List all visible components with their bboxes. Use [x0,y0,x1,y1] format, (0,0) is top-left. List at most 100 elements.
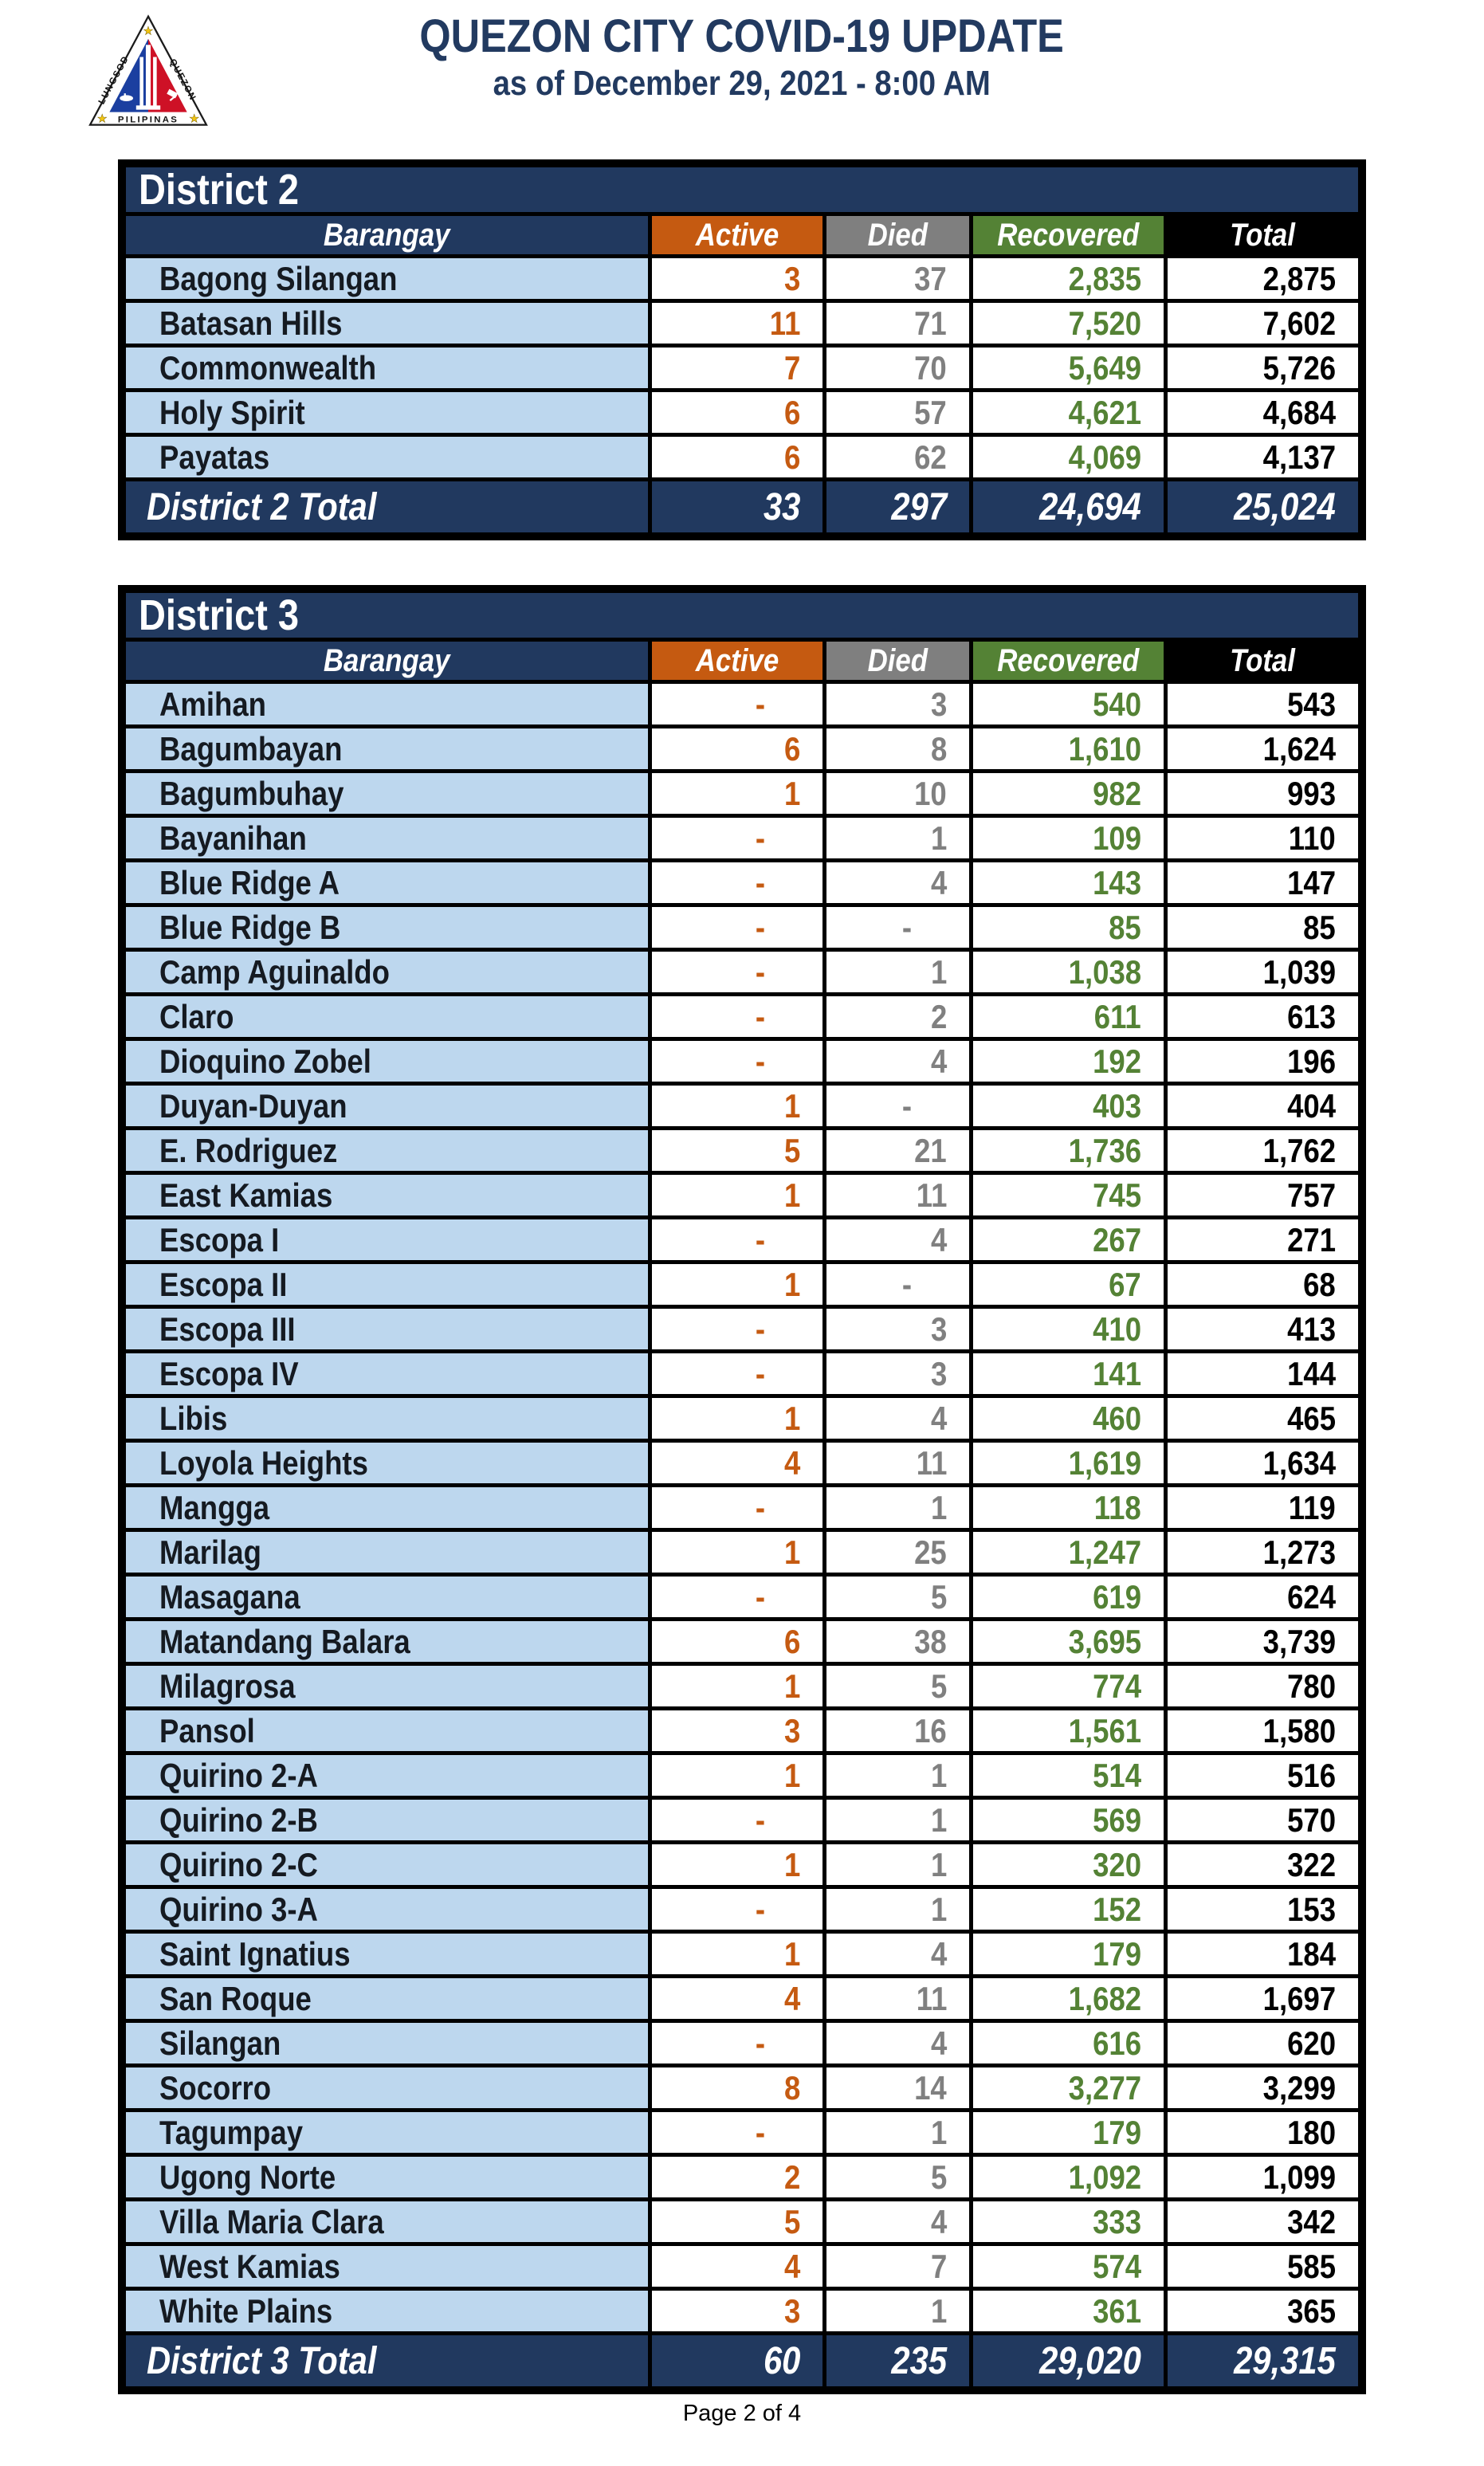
active-value-cell: 6 [652,1621,822,1662]
recovered-value-cell: 109 [973,818,1164,858]
active-value-cell: 7 [652,348,822,388]
total-value-cell: 196 [1168,1041,1358,1082]
total-value-cell: 147 [1168,862,1358,903]
died-value-cell: 71 [826,303,969,344]
died-value-cell: 1 [826,1487,969,1528]
total-value-cell: 153 [1168,1889,1358,1930]
total-value-cell: 585 [1168,2246,1358,2287]
total-value-cell: 404 [1168,1086,1358,1126]
recovered-value-cell: 7,520 [973,303,1164,344]
recovered-value-cell: 333 [973,2201,1164,2242]
active-value-cell: - [652,684,822,724]
total-value-cell: 68 [1168,1264,1358,1305]
died-value-cell: 1 [826,2291,969,2331]
active-value-cell: 5 [652,1130,822,1171]
total-value-cell: 993 [1168,773,1358,814]
district-total-total: 25,024 [1168,481,1358,532]
recovered-value-cell: 4,069 [973,437,1164,477]
recovered-value-cell: 118 [973,1487,1164,1528]
died-value-cell: 7 [826,2246,969,2287]
died-value-cell: 5 [826,2157,969,2197]
barangay-name-cell: Blue Ridge A [126,862,648,903]
active-value-cell: 1 [652,1532,822,1573]
total-value-cell: 3,299 [1168,2067,1358,2108]
active-value-cell: 4 [652,2246,822,2287]
total-value-cell: 2,875 [1168,258,1358,299]
column-header-total: Total [1168,642,1358,680]
barangay-name-cell: Bayanihan [126,818,648,858]
died-value-cell: 14 [826,2067,969,2108]
active-value-cell: - [652,2112,822,2153]
active-value-cell: 1 [652,1264,822,1305]
barangay-name-cell: Ugong Norte [126,2157,648,2197]
died-value-cell: 1 [826,818,969,858]
active-value-cell: - [652,996,822,1037]
column-header-recovered: Recovered [973,642,1164,680]
barangay-name-cell: Saint Ignatius [126,1934,648,1974]
recovered-value-cell: 267 [973,1219,1164,1260]
died-value-cell: 16 [826,1710,969,1751]
recovered-value-cell: 5,649 [973,348,1164,388]
active-value-cell: 3 [652,2291,822,2331]
total-value-cell: 342 [1168,2201,1358,2242]
district-total-label: District 3 Total [126,2335,648,2386]
total-value-cell: 271 [1168,1219,1358,1260]
active-value-cell: 11 [652,303,822,344]
total-value-cell: 1,099 [1168,2157,1358,2197]
total-value-cell: 365 [1168,2291,1358,2331]
active-value-cell: - [652,907,822,948]
died-value-cell: 57 [826,392,969,433]
total-value-cell: 180 [1168,2112,1358,2153]
recovered-value-cell: 514 [973,1755,1164,1796]
barangay-name-cell: Villa Maria Clara [126,2201,648,2242]
recovered-value-cell: 361 [973,2291,1164,2331]
barangay-name-cell: Bagumbayan [126,728,648,769]
active-value-cell: 6 [652,728,822,769]
died-value-cell: 21 [826,1130,969,1171]
barangay-name-cell: Holy Spirit [126,392,648,433]
district-total-active: 33 [652,481,822,532]
died-value-cell: 38 [826,1621,969,1662]
total-value-cell: 620 [1168,2023,1358,2064]
barangay-name-cell: Commonwealth [126,348,648,388]
died-value-cell: 25 [826,1532,969,1573]
died-value-cell: 3 [826,1353,969,1394]
recovered-value-cell: 1,682 [973,1978,1164,2019]
recovered-value-cell: 4,621 [973,392,1164,433]
barangay-name-cell: Quirino 2-C [126,1844,648,1885]
active-value-cell: - [652,952,822,992]
barangay-name-cell: Payatas [126,437,648,477]
recovered-value-cell: 1,038 [973,952,1164,992]
recovered-value-cell: 152 [973,1889,1164,1930]
total-value-cell: 1,624 [1168,728,1358,769]
active-value-cell: 1 [652,1175,822,1215]
district-total-recovered: 24,694 [973,481,1164,532]
total-value-cell: 110 [1168,818,1358,858]
recovered-value-cell: 611 [973,996,1164,1037]
died-value-cell: 70 [826,348,969,388]
barangay-name-cell: Bagong Silangan [126,258,648,299]
barangay-name-cell: Loyola Heights [126,1443,648,1483]
active-value-cell: - [652,1487,822,1528]
recovered-value-cell: 460 [973,1398,1164,1439]
column-header-recovered: Recovered [973,216,1164,254]
died-value-cell: 2 [826,996,969,1037]
page-title: QUEZON CITY COVID-19 UPDATE [419,10,1065,62]
column-header-died: Died [826,642,969,680]
active-value-cell: - [652,1041,822,1082]
total-value-cell: 1,273 [1168,1532,1358,1573]
recovered-value-cell: 403 [973,1086,1164,1126]
barangay-name-cell: White Plains [126,2291,648,2331]
active-value-cell: 1 [652,1844,822,1885]
district-total-died: 297 [826,481,969,532]
total-value-cell: 780 [1168,1666,1358,1706]
recovered-value-cell: 1,092 [973,2157,1164,2197]
total-value-cell: 7,602 [1168,303,1358,344]
died-value-cell: 3 [826,1309,969,1349]
barangay-name-cell: Mangga [126,1487,648,1528]
active-value-cell: 6 [652,392,822,433]
district-total-recovered: 29,020 [973,2335,1164,2386]
died-value-cell: 4 [826,1041,969,1082]
svg-text:PILIPINAS: PILIPINAS [118,116,179,125]
barangay-name-cell: Escopa I [126,1219,648,1260]
